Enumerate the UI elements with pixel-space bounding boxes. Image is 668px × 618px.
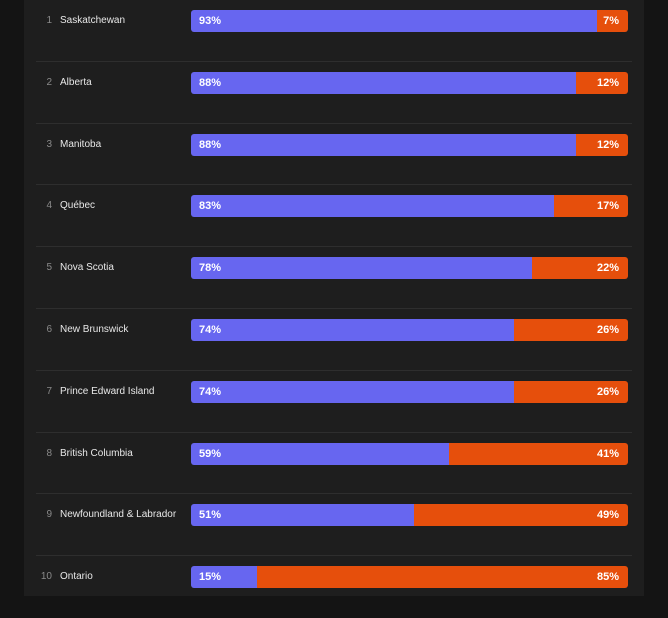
category-label: New Brunswick bbox=[60, 324, 129, 335]
bar-segment-a bbox=[191, 257, 532, 280]
rank-label: 7 bbox=[46, 385, 52, 397]
row-divider bbox=[36, 555, 632, 557]
category-label: Nova Scotia bbox=[60, 262, 114, 274]
bar-segment-a bbox=[191, 71, 576, 94]
category-label: Québec bbox=[60, 200, 96, 212]
bar-segment-b bbox=[413, 504, 628, 527]
row-divider bbox=[36, 122, 632, 124]
chart-row: 1 Saskatchewan 93% 7% bbox=[36, 0, 632, 62]
stacked-bar: 15% 85% bbox=[191, 566, 628, 589]
rank-label: 6 bbox=[46, 324, 52, 335]
value-label-a: 51% bbox=[199, 509, 222, 522]
stacked-bar: 59% 41% bbox=[191, 442, 628, 465]
stacked-bar: 74% 26% bbox=[191, 319, 628, 341]
chart-row: 8 British Columbia 59% 41% bbox=[36, 433, 632, 495]
bar-segment-b bbox=[531, 257, 628, 280]
category-label: British Columbia bbox=[60, 447, 133, 459]
rank-label: 3 bbox=[46, 138, 52, 150]
row-divider bbox=[36, 60, 632, 62]
value-label-b: 12% bbox=[596, 138, 619, 151]
bar-segment-a bbox=[191, 442, 449, 465]
row-divider bbox=[36, 307, 632, 309]
row-divider bbox=[36, 369, 632, 371]
bar-segment-b bbox=[575, 133, 628, 156]
bar-segment-b bbox=[575, 71, 628, 94]
bar-segment-a bbox=[191, 566, 257, 589]
value-label-b: 22% bbox=[596, 262, 619, 275]
bar-segment-a bbox=[191, 319, 515, 341]
rank-label: 1 bbox=[46, 15, 52, 26]
bar-segment-b bbox=[514, 319, 628, 341]
value-label-b: 49% bbox=[596, 509, 619, 522]
chart-row: 10 Ontario 15% 85% bbox=[36, 556, 632, 618]
category-label: Saskatchewan bbox=[60, 15, 126, 26]
value-label-a: 15% bbox=[199, 571, 222, 584]
chart-row: 3 Manitoba 88% 12% bbox=[36, 124, 632, 186]
category-label: Ontario bbox=[60, 571, 93, 583]
stacked-bar: 83% 17% bbox=[191, 195, 628, 218]
value-label-a: 88% bbox=[199, 138, 222, 151]
value-label-b: 85% bbox=[596, 571, 619, 584]
row-divider bbox=[36, 246, 632, 248]
value-label-b: 26% bbox=[596, 385, 619, 398]
stacked-bar: 93% 7% bbox=[191, 10, 628, 32]
category-label: Manitoba bbox=[60, 138, 102, 150]
chart-row: 4 Québec 83% 17% bbox=[36, 185, 632, 248]
row-divider bbox=[36, 184, 632, 186]
bar-segment-b bbox=[256, 566, 628, 589]
row-divider bbox=[36, 493, 632, 495]
ranking-list: 1 Saskatchewan 93% 7% 2 Alberta 88% 12% 3 Manitob… bbox=[24, 0, 644, 596]
chart-row: 7 Prince Edward Island 74% 26% bbox=[36, 371, 632, 433]
rank-label: 9 bbox=[46, 509, 52, 521]
value-label-b: 7% bbox=[603, 15, 619, 27]
bar-segment-b bbox=[597, 10, 628, 32]
rank-label: 5 bbox=[46, 262, 52, 274]
value-label-a: 74% bbox=[199, 324, 222, 336]
value-label-a: 59% bbox=[199, 447, 222, 460]
value-label-a: 83% bbox=[199, 200, 222, 213]
stacked-bar: 88% 12% bbox=[191, 133, 628, 156]
category-label: Alberta bbox=[60, 76, 92, 88]
bar-segment-a bbox=[191, 10, 598, 32]
value-label-b: 17% bbox=[596, 200, 619, 213]
bar-segment-b bbox=[553, 195, 628, 218]
value-label-b: 12% bbox=[596, 76, 619, 89]
bar-segment-b bbox=[514, 380, 628, 403]
value-label-a: 93% bbox=[199, 15, 222, 27]
chart-panel: 1 Saskatchewan 93% 7% 2 Alberta 88% 12% 3 Manitob… bbox=[24, 0, 644, 596]
bar-segment-a bbox=[191, 504, 414, 527]
value-label-a: 74% bbox=[199, 385, 222, 398]
chart-row: 2 Alberta 88% 12% bbox=[36, 62, 632, 124]
rank-label: 8 bbox=[46, 447, 52, 459]
value-label-b: 26% bbox=[596, 324, 619, 336]
bar-segment-a bbox=[191, 195, 554, 218]
bar-segment-a bbox=[191, 380, 515, 403]
chart-row: 9 Newfoundland & Labrador 51% 49% bbox=[36, 494, 632, 557]
rank-label: 2 bbox=[46, 76, 52, 88]
chart-row: 5 Nova Scotia 78% 22% bbox=[36, 247, 632, 309]
value-label-a: 78% bbox=[199, 262, 222, 275]
category-label: Prince Edward Island bbox=[60, 385, 155, 397]
value-label-b: 41% bbox=[596, 447, 619, 460]
category-label: Newfoundland & Labrador bbox=[60, 509, 177, 521]
rank-label: 4 bbox=[46, 200, 52, 212]
stacked-bar: 51% 49% bbox=[191, 504, 628, 527]
row-divider bbox=[36, 431, 632, 433]
chart-row: 6 New Brunswick 74% 26% bbox=[36, 309, 632, 371]
stacked-bar: 78% 22% bbox=[191, 257, 628, 280]
bar-segment-a bbox=[191, 133, 576, 156]
stacked-bar: 88% 12% bbox=[191, 71, 628, 94]
bar-segment-b bbox=[448, 442, 628, 465]
stacked-bar: 74% 26% bbox=[191, 380, 628, 403]
value-label-a: 88% bbox=[199, 76, 222, 89]
rank-label: 10 bbox=[40, 571, 52, 583]
